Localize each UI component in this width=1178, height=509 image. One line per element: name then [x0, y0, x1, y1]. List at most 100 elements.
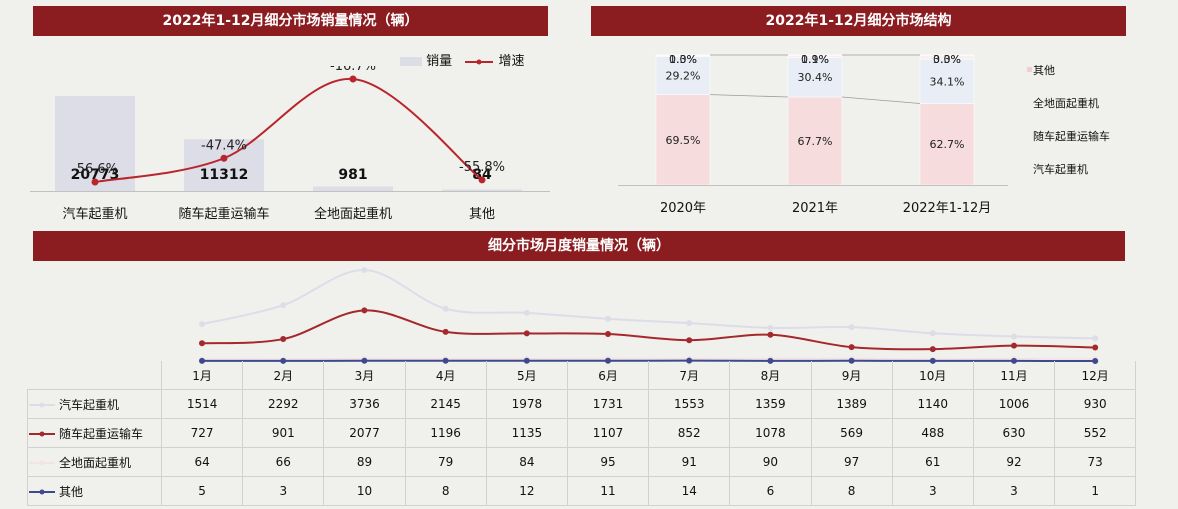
- month-header: 6月: [566, 361, 650, 390]
- growth-point: [478, 176, 486, 184]
- table-cell: 569: [810, 418, 893, 448]
- table-cell: 61: [891, 447, 974, 477]
- month-header: 10月: [891, 361, 974, 390]
- table-cell: 1196: [404, 418, 487, 448]
- segment-label: 1.9%: [801, 53, 829, 66]
- series-row-header: 其他: [27, 476, 162, 506]
- table-row: 全地面起重机 64 66 89 79 84 95 91 90 97 61 92 73: [27, 447, 1137, 477]
- segment-label: 62.7%: [930, 138, 965, 151]
- table-cell: 552: [1054, 418, 1137, 448]
- table-cell: 3736: [323, 389, 406, 419]
- segment-label: 0.0%: [669, 53, 697, 66]
- table-cell: 1731: [566, 389, 650, 419]
- series-point: [199, 340, 205, 347]
- series-name: 汽车起重机: [59, 397, 120, 412]
- table-cell: 1078: [729, 418, 812, 448]
- month-header: 3月: [323, 361, 406, 390]
- growth-point: [220, 154, 228, 162]
- category-label: 2020年: [660, 201, 706, 216]
- month-header: 1月: [160, 361, 244, 390]
- table-cell: 1553: [648, 389, 731, 419]
- table-cell: 3: [972, 476, 1056, 506]
- table-cell: 8: [810, 476, 893, 506]
- series-connector: [709, 94, 789, 98]
- table-cell: 2145: [404, 389, 487, 419]
- series-row-header: 随车起重运输车: [27, 418, 162, 448]
- structure-segment: [787, 57, 843, 98]
- table-cell: 79: [404, 447, 487, 477]
- table-row: 其他 5 3 10 8 12 11 14 6 8 3 3 1: [27, 476, 1137, 506]
- structure-segment: [919, 58, 975, 104]
- table-cell: 901: [242, 418, 325, 448]
- table-cell: 6: [729, 476, 812, 506]
- sales-growth-chart: 20773 汽车起重机 11312 随车起重运输车 981 全地面起重机 84 其他 -56.6…: [30, 66, 550, 222]
- table-cell: 1359: [729, 389, 812, 419]
- series-legend-key: [29, 402, 55, 408]
- table-cell: 2292: [242, 389, 325, 419]
- table-row: 随车起重运输车 727 901 2077 1196 1135 1107 852 1078 569 4…: [27, 418, 1137, 448]
- table-cell: 8: [404, 476, 487, 506]
- series-row-header: 汽车起重机: [27, 389, 162, 419]
- category-label: 2022年1-12月: [903, 201, 992, 216]
- table-cell: 92: [972, 447, 1056, 477]
- structure-segment: [787, 96, 843, 186]
- volume-label: 981: [338, 167, 367, 183]
- table-cell: 5: [160, 476, 244, 506]
- series-name: 其他: [59, 484, 84, 499]
- table-cell: 73: [1054, 447, 1137, 477]
- series-connector: [841, 96, 921, 104]
- table-cell: 84: [485, 447, 568, 477]
- growth-legend-swatch: [465, 59, 494, 64]
- table-cell: 14: [648, 476, 731, 506]
- category-label: 其他: [469, 207, 495, 222]
- segment-label: 30.4%: [798, 71, 833, 84]
- series-name: 随车起重运输车: [59, 426, 144, 441]
- table-cell: 12: [485, 476, 568, 506]
- segment-label: 69.5%: [666, 134, 701, 147]
- series-point: [929, 346, 936, 353]
- month-header: 7月: [648, 361, 731, 390]
- series-line: [201, 268, 1096, 340]
- table-cell: 2077: [323, 418, 406, 448]
- table-cell: 727: [160, 418, 244, 448]
- growth-label: -47.4%: [201, 138, 247, 153]
- growth-label: -16.7%: [330, 66, 376, 74]
- series-point: [523, 309, 530, 316]
- table-cell: 852: [648, 418, 731, 448]
- category-label: 2021年: [792, 201, 838, 216]
- monthly-sales-chart: [199, 267, 1099, 364]
- segment-label: 29.2%: [666, 70, 701, 83]
- table-row: 汽车起重机 1514 2292 3736 2145 1978 1731 1553 1359 138…: [27, 389, 1137, 419]
- month-header: 2月: [242, 361, 325, 390]
- series-name: 全地面起重机: [59, 455, 132, 470]
- panel2-title: 2022年1-12月细分市场结构: [591, 6, 1126, 36]
- series-point: [523, 330, 530, 337]
- legend-swatch: [1027, 67, 1032, 72]
- table-cell: 1: [1054, 476, 1137, 506]
- table-cell: 1978: [485, 389, 568, 419]
- segment-label: 67.7%: [798, 135, 833, 148]
- table-cell: 10: [323, 476, 406, 506]
- series-point: [767, 324, 774, 331]
- growth-label: -56.6%: [72, 162, 118, 177]
- series-point: [361, 307, 368, 314]
- table-cell: 90: [729, 447, 812, 477]
- series-point: [929, 330, 936, 337]
- series-point: [199, 321, 205, 328]
- panel3-title: 细分市场月度销量情况（辆）: [33, 231, 1125, 261]
- table-cell: 64: [160, 447, 244, 477]
- volume-bar: [55, 96, 135, 191]
- structure-segment: [655, 94, 711, 186]
- table-cell: 95: [566, 447, 650, 477]
- table-cell: 11: [566, 476, 650, 506]
- series-point: [280, 302, 287, 309]
- table-cell: 3: [242, 476, 325, 506]
- structure-segment: [655, 56, 711, 95]
- series-point: [1092, 344, 1099, 351]
- table-cell: 3: [891, 476, 974, 506]
- legend-label: 全地面起重机: [1033, 96, 1099, 110]
- market-structure-chart: 69.5% 29.2% 1.3%0.0% 2020年 67.7% 30.4% 1.9%0.1…: [618, 53, 1110, 216]
- series-row-header: 全地面起重机: [27, 447, 162, 477]
- month-header: 12月: [1054, 361, 1137, 390]
- series-point: [767, 331, 774, 338]
